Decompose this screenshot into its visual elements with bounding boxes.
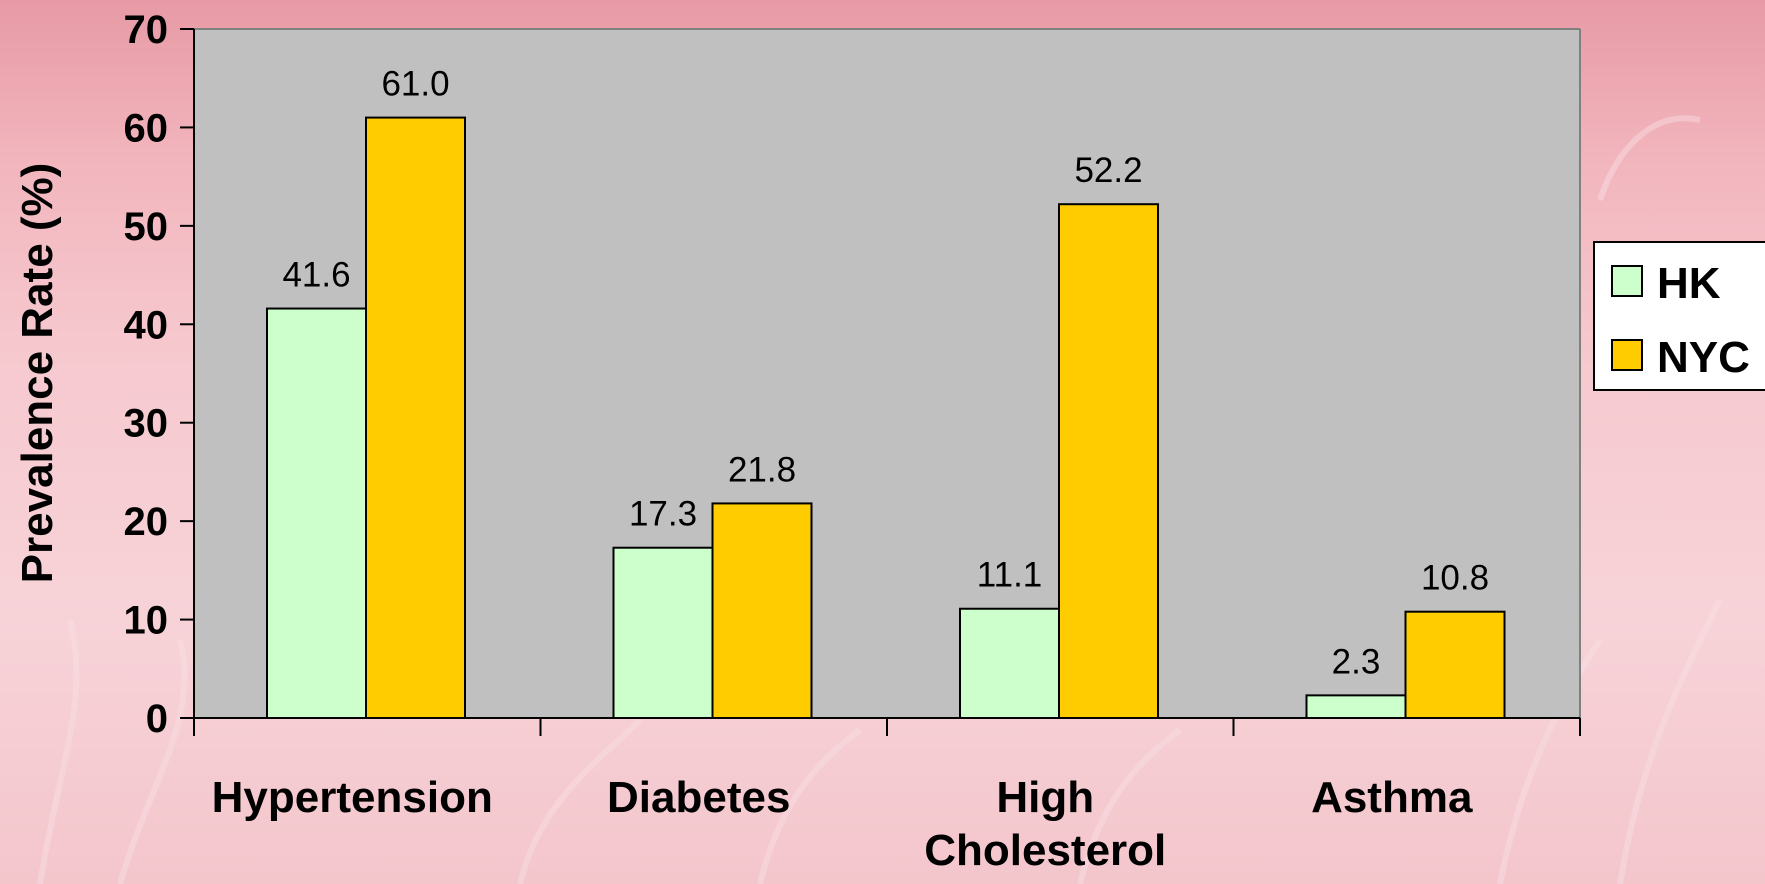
data-labels: 41.6 61.0 17.3 21.8 11.1 52.2 2.3 10.8 bbox=[282, 65, 1489, 682]
y-tick-label: 20 bbox=[124, 500, 169, 544]
data-label: 61.0 bbox=[381, 65, 449, 104]
x-axis-ticks bbox=[193, 718, 1581, 736]
data-label: 11.1 bbox=[977, 556, 1043, 595]
bar-hk-high-cholesterol bbox=[959, 607, 1060, 719]
data-label: 21.8 bbox=[728, 450, 796, 489]
x-category-label: Hypertension bbox=[212, 773, 493, 822]
x-axis-category-labels: Hypertension Diabetes High Cholesterol Asthm… bbox=[212, 773, 1473, 875]
bar-hk-hypertension bbox=[266, 307, 367, 719]
x-category-label: High Cholesterol bbox=[924, 773, 1166, 875]
data-label: 17.3 bbox=[629, 495, 697, 534]
y-tick-label: 10 bbox=[124, 599, 169, 643]
bar-nyc-asthma bbox=[1404, 610, 1506, 719]
y-tick-label: 40 bbox=[124, 303, 169, 347]
data-label: 2.3 bbox=[1332, 642, 1381, 681]
legend-swatch-hk bbox=[1611, 265, 1643, 297]
bar-hk-diabetes bbox=[612, 546, 714, 719]
y-tick-label: 50 bbox=[124, 205, 169, 249]
y-tick-label: 0 bbox=[146, 697, 168, 741]
bar-nyc-high-cholesterol bbox=[1058, 203, 1159, 719]
bar-hk-asthma bbox=[1305, 694, 1407, 720]
legend-label-nyc: NYC bbox=[1657, 333, 1750, 382]
legend-label-hk: HK bbox=[1657, 259, 1721, 308]
x-category-label: Asthma bbox=[1311, 773, 1473, 822]
y-axis-ticks: 0 10 20 30 40 50 60 70 bbox=[124, 8, 194, 741]
legend-swatch-nyc bbox=[1611, 339, 1643, 371]
bars bbox=[266, 116, 1506, 720]
x-category-label: Diabetes bbox=[607, 773, 790, 822]
y-tick-label: 30 bbox=[124, 402, 169, 446]
bar-nyc-hypertension bbox=[365, 116, 466, 720]
legend: HK NYC bbox=[1593, 241, 1765, 391]
data-label: 10.8 bbox=[1421, 559, 1489, 598]
background-decoration bbox=[37, 115, 1723, 884]
y-axis-title: Prevalence Rate (%) bbox=[13, 163, 62, 584]
y-tick-label: 60 bbox=[124, 106, 169, 150]
data-label: 41.6 bbox=[282, 256, 350, 295]
data-label: 52.2 bbox=[1074, 151, 1142, 190]
y-tick-label: 70 bbox=[124, 8, 169, 52]
bar-nyc-diabetes bbox=[711, 502, 813, 719]
